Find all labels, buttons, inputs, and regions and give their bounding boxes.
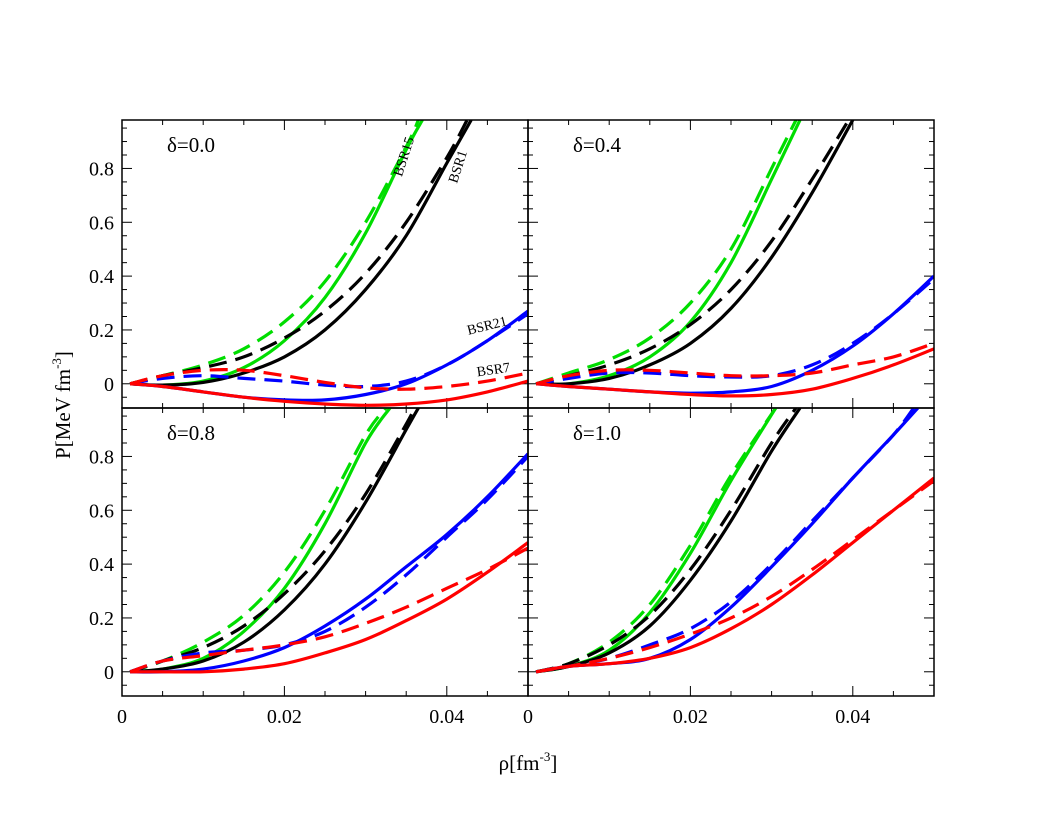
panel-frame: [527, 407, 935, 697]
y-tick-label: 0.6: [89, 500, 114, 522]
y-axis-title-main: P[MeV fm: [51, 369, 75, 459]
series-bsr21-dashed: [129, 455, 528, 674]
curve-label-bsr21: BSR21: [466, 314, 509, 338]
x-tick-label: 0.04: [429, 706, 464, 728]
series-bsr15-dashed: [535, 120, 798, 386]
panel-curves: [129, 408, 528, 674]
panel-label: δ=1.0: [573, 421, 621, 445]
series-bsr21-solid: [130, 452, 528, 674]
series-bsr1-solid: [536, 120, 855, 386]
series-bsr1-dashed: [129, 408, 416, 674]
panel-curves: [535, 408, 934, 674]
series-bsr7-dashed: [129, 368, 528, 391]
series-bsr7-solid: [130, 541, 528, 674]
series-bsr15-solid: [535, 408, 778, 674]
y-tick-label: 0: [104, 374, 114, 396]
x-tick-label: 0.02: [267, 706, 302, 728]
panel-label: δ=0.4: [573, 133, 621, 157]
series-bsr1-dashed: [535, 408, 798, 674]
x-axis-title-main: ρ[fm: [499, 751, 540, 775]
y-tick-label: 0.4: [89, 266, 114, 288]
y-axis-title: P[MeV fm-3]: [49, 351, 75, 459]
y-tick-label: 0: [104, 662, 114, 684]
x-tick-label: 0: [523, 706, 533, 728]
series-bsr1-solid: [130, 120, 473, 387]
series-bsr1-solid: [129, 408, 420, 674]
curve-label-bsr7: BSR7: [476, 361, 511, 381]
x-axis-title-close: ]: [550, 751, 557, 775]
panel-3: δ=0.8 0 0.2 0.4 0.6 0.8 0 0.02 0.04: [89, 407, 529, 728]
y-tick-label: 0.8: [89, 446, 114, 468]
plot-layer: δ=0.0 BSR15 BSR1BSR21BSR700.20.40.60.8δ=0.…: [89, 119, 935, 728]
series-bsr15-dashed: [129, 120, 420, 386]
curve-label-bsr15: BSR15: [391, 135, 418, 178]
panel-label: δ=0.0: [167, 133, 215, 157]
y-axis-title-close: ]: [51, 351, 75, 358]
series-bsr7-dashed: [129, 546, 528, 674]
x-axis-title: ρ[fm-3]: [499, 749, 558, 775]
series-bsr15-dashed: [535, 408, 778, 674]
y-tick-label: 0.2: [89, 320, 114, 342]
y-tick-label: 0.8: [89, 158, 114, 180]
y-axis-title-sup: -3: [49, 358, 64, 369]
series-bsr7-dashed: [535, 479, 934, 674]
series-bsr7-solid: [535, 476, 934, 674]
panel-label: δ=0.8: [167, 421, 215, 445]
series-bsr7-dashed: [535, 341, 934, 386]
x-tick-label: 0: [117, 706, 127, 728]
y-tick-label: 0.6: [89, 212, 114, 234]
y-tick-label: 0.4: [89, 554, 114, 576]
panel-curves: [535, 120, 934, 398]
series-bsr1-solid: [535, 408, 802, 674]
series-bsr7-solid: [535, 347, 934, 398]
x-axis-title-sup: -3: [539, 749, 550, 764]
series-bsr1-dashed: [535, 120, 851, 386]
panel-4: δ=1.0 0 0.02 0.04: [523, 407, 935, 728]
panel-2: δ=0.4: [527, 119, 935, 409]
series-bsr21-dashed: [129, 312, 528, 389]
x-tick-label: 0.04: [835, 706, 870, 728]
series-bsr7-solid: [129, 379, 528, 407]
panel-curves: [129, 120, 528, 407]
series-bsr15-solid: [130, 120, 424, 387]
y-tick-label: 0.2: [89, 608, 114, 630]
series-bsr15-solid: [536, 120, 802, 386]
series-bsr1-dashed: [129, 120, 469, 386]
x-tick-label: 0.02: [673, 706, 708, 728]
